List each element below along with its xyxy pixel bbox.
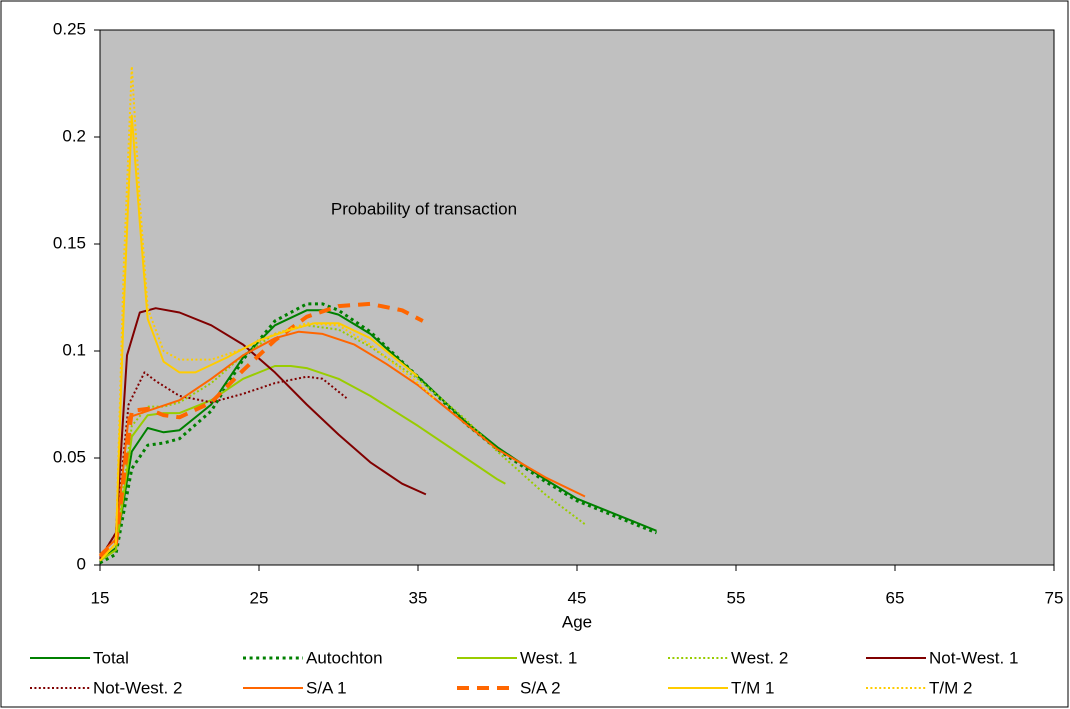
series-group (98, 65, 658, 565)
x-tick-label: 55 (727, 588, 746, 607)
x-tick-label: 45 (568, 588, 587, 607)
legend-label: Autochton (306, 648, 383, 667)
legend-label: West. 2 (731, 648, 788, 667)
legend-label: Not-West. 2 (93, 678, 182, 697)
series-line (99, 371, 348, 560)
series-line (99, 330, 586, 556)
series-line (99, 65, 435, 562)
x-tick-label: 75 (1045, 588, 1064, 607)
y-tick-label: 0 (77, 554, 86, 573)
legend-label: Not-West. 1 (929, 648, 1018, 667)
x-tick-label: 15 (91, 588, 110, 607)
legend-label: S/A 2 (520, 678, 561, 697)
legend-label: T/M 1 (731, 678, 774, 697)
series-line (98, 301, 424, 558)
plot-area (99, 29, 1055, 566)
x-tick-label: 65 (886, 588, 905, 607)
y-tick-label: 0.05 (53, 447, 86, 466)
annotation: Probability of transaction (331, 199, 517, 218)
series-line (99, 309, 657, 562)
y-tick-label: 0.25 (53, 19, 86, 38)
legend-label: T/M 2 (929, 678, 972, 697)
x-axis-label: Age (562, 612, 592, 631)
y-tick-label: 0.15 (53, 233, 86, 252)
legend-label: West. 1 (520, 648, 577, 667)
x-tick-label: 25 (250, 588, 269, 607)
series-line (99, 365, 506, 562)
series-line (99, 307, 427, 560)
legend-label: Total (93, 648, 129, 667)
legend-label: S/A 1 (306, 678, 347, 697)
series-line (99, 302, 658, 565)
series-line (99, 114, 419, 562)
y-tick-label: 0.1 (62, 340, 86, 359)
x-tick-label: 35 (409, 588, 428, 607)
y-tick-label: 0.2 (62, 126, 86, 145)
